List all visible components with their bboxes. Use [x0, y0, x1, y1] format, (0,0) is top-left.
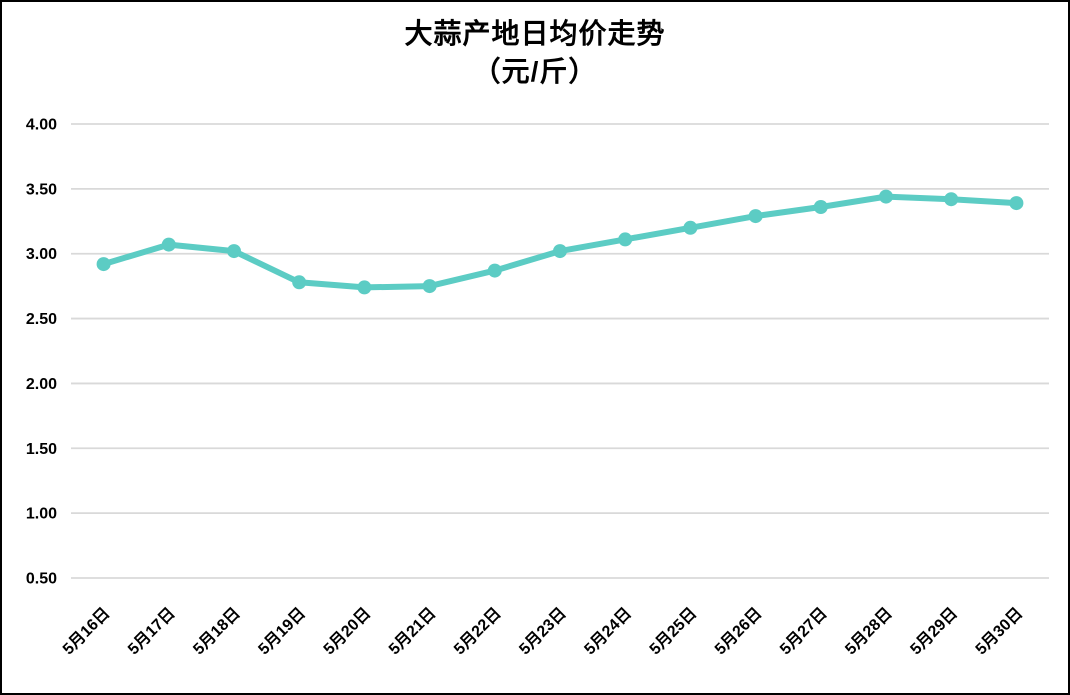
y-axis-tick-label: 3.00	[26, 246, 57, 263]
x-axis-tick-label: 5月24日	[581, 604, 635, 658]
chart-title-unit: （元/斤）	[472, 56, 598, 87]
data-point-marker	[357, 280, 372, 295]
data-point-marker	[292, 275, 307, 290]
chart-title-text: 大蒜产地日均价走势	[404, 18, 666, 49]
x-axis-tick-label: 5月27日	[776, 604, 830, 658]
x-axis-tick-label: 5月29日	[907, 604, 961, 658]
y-axis-tick-label: 2.00	[26, 376, 57, 393]
y-axis-tick-label: 2.50	[26, 311, 57, 328]
data-point-marker	[748, 209, 763, 224]
x-axis-tick-label: 5月20日	[320, 604, 374, 658]
y-axis-tick-label: 0.50	[26, 571, 57, 588]
y-axis-tick-label: 1.50	[26, 441, 57, 458]
data-point-marker	[1009, 196, 1024, 211]
data-point-marker	[813, 200, 828, 214]
x-axis-tick-label: 5月23日	[516, 604, 570, 658]
y-axis-tick-label: 3.50	[26, 181, 57, 198]
x-axis-tick-label: 5月30日	[972, 604, 1026, 658]
data-point-marker	[161, 237, 176, 252]
x-axis-tick-label: 5月16日	[59, 604, 113, 658]
data-point-marker	[487, 263, 502, 278]
data-point-marker	[96, 257, 111, 272]
data-point-marker	[879, 189, 893, 204]
x-axis-tick-label: 5月21日	[385, 604, 439, 658]
data-point-marker	[553, 244, 567, 259]
price-trend-line	[100, 193, 1020, 291]
data-point-marker	[683, 220, 698, 235]
data-point-marker	[227, 244, 241, 259]
x-axis-tick-label: 5月26日	[711, 604, 765, 658]
x-axis-tick-label: 5月25日	[646, 604, 700, 658]
x-axis-tick-label: 5月19日	[255, 604, 309, 658]
x-axis-tick-label: 5月22日	[450, 604, 504, 658]
x-axis-tick-label: 5月18日	[190, 604, 244, 658]
data-point-marker	[944, 192, 959, 207]
x-axis-tick-label: 5月17日	[124, 604, 178, 658]
y-axis-tick-label: 4.00	[26, 117, 57, 134]
data-point-marker	[618, 232, 633, 247]
x-axis-tick-label: 5月28日	[842, 604, 896, 658]
data-point-marker	[422, 279, 437, 294]
y-axis-tick-label: 1.00	[26, 506, 57, 523]
chart-title: 大蒜产地日均价走势 （元/斤）	[2, 15, 1068, 91]
